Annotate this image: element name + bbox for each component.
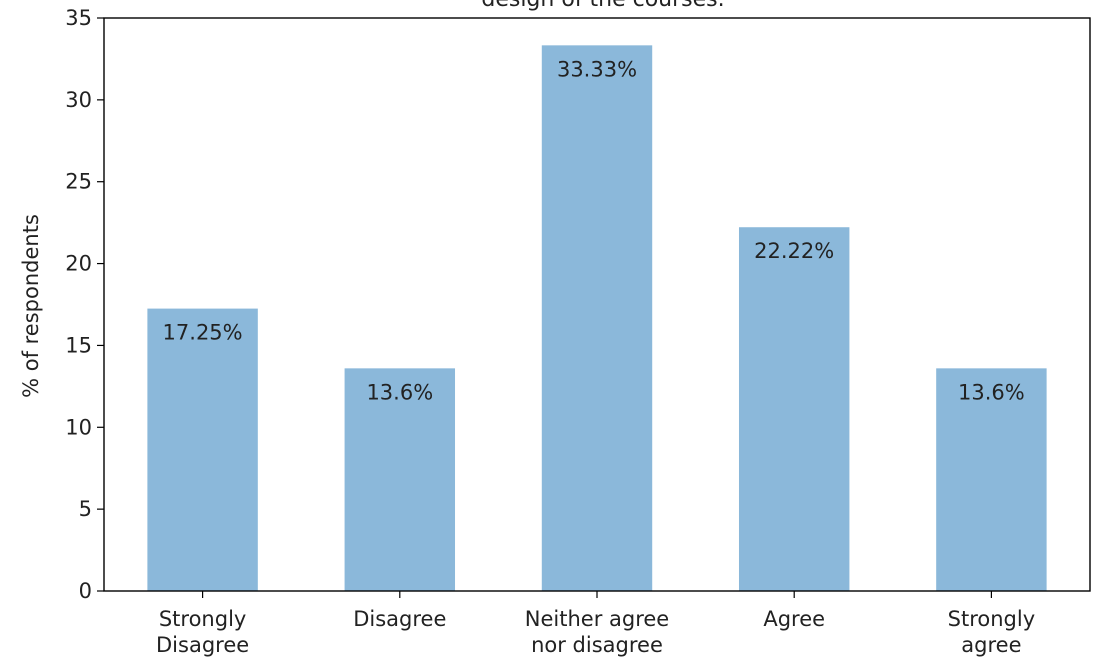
bar-value-label: 22.22% bbox=[754, 239, 834, 263]
plot-frame bbox=[103, 17, 1091, 592]
bar-value-label: 17.25% bbox=[163, 321, 243, 345]
x-tick-label: Agree bbox=[763, 607, 825, 631]
y-tick-label: 15 bbox=[65, 333, 92, 357]
x-tick-label: Strongly Disagree bbox=[156, 607, 249, 657]
bar bbox=[936, 368, 1047, 591]
y-tick-label: 35 bbox=[65, 6, 92, 30]
bar bbox=[344, 368, 456, 591]
y-tick-label: 5 bbox=[79, 497, 92, 521]
bar bbox=[147, 308, 258, 591]
x-tick-label: Strongly agree bbox=[948, 607, 1036, 657]
y-axis-title: % of respondents bbox=[19, 214, 43, 398]
bar-labels-layer: 17.25% 13.6% 33.33% 22.22% 13.6% bbox=[163, 57, 1025, 404]
chart-title: design of the courses. bbox=[481, 0, 724, 12]
bar bbox=[738, 227, 850, 591]
y-tick-label: 10 bbox=[65, 415, 92, 439]
y-axis-ticks: 0 5 10 15 20 25 30 35 bbox=[65, 6, 104, 603]
y-tick-label: 25 bbox=[65, 170, 92, 194]
bar-value-label: 33.33% bbox=[557, 57, 637, 81]
x-tick-label: Neither agree nor disagree bbox=[525, 607, 669, 657]
y-tick-label: 0 bbox=[79, 579, 92, 603]
x-tick-label: Disagree bbox=[353, 607, 446, 631]
bar-value-label: 13.6% bbox=[366, 380, 433, 404]
bars-layer bbox=[147, 45, 1047, 592]
bar bbox=[541, 45, 653, 592]
y-tick-label: 30 bbox=[65, 88, 92, 112]
bar-value-label: 13.6% bbox=[958, 380, 1025, 404]
y-tick-label: 20 bbox=[65, 252, 92, 276]
x-axis-ticks: Strongly Disagree Disagree Neither agree nor… bbox=[156, 591, 1035, 657]
